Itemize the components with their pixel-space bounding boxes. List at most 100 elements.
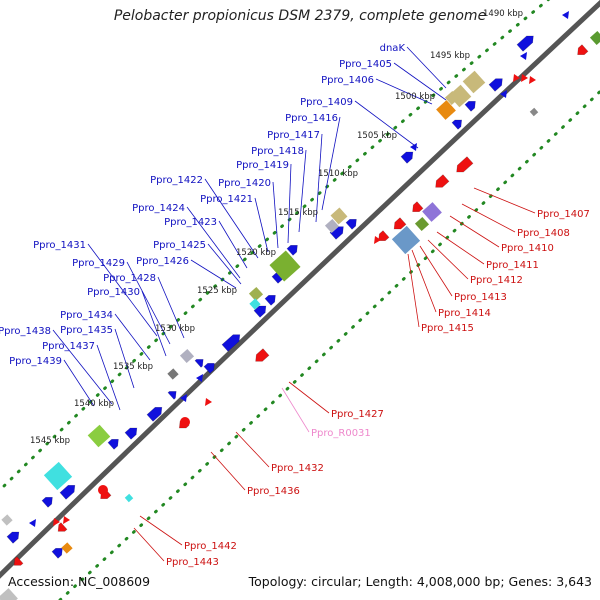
forward-cds-arrow bbox=[203, 363, 215, 374]
kbp-tick-label: 1520 kbp bbox=[236, 248, 276, 258]
reverse-cds-arrow bbox=[63, 516, 70, 524]
forward-gene-leader bbox=[141, 290, 167, 357]
forward-gene-leader bbox=[63, 359, 95, 407]
forward-gene-label: Ppro_1420 bbox=[218, 178, 271, 189]
reverse-gene-label: Ppro_1443 bbox=[166, 557, 219, 568]
reverse-gene-leader bbox=[419, 245, 453, 297]
reverse-gene-leader bbox=[461, 203, 516, 233]
forward-gene-leader bbox=[375, 78, 433, 105]
forward-cds-arrow bbox=[167, 391, 177, 400]
kbp-tick-label: 1535 kbp bbox=[113, 362, 153, 372]
gene-category-block bbox=[87, 424, 111, 448]
forward-gene-label: Ppro_1438 bbox=[0, 326, 51, 337]
reverse-gene-label: Ppro_1427 bbox=[331, 409, 384, 420]
forward-cds-arrow bbox=[180, 394, 187, 402]
forward-gene-leader bbox=[52, 329, 113, 405]
rna-gene-leader bbox=[281, 387, 310, 433]
forward-gene-label: Ppro_1409 bbox=[300, 97, 353, 108]
forward-gene-leader bbox=[287, 163, 292, 244]
reverse-cds-arrow bbox=[255, 348, 270, 362]
reverse-cds-arrow bbox=[521, 74, 528, 82]
forward-gene-label: Ppro_1423 bbox=[164, 217, 217, 228]
forward-gene-label: Ppro_1418 bbox=[251, 146, 304, 157]
reverse-gene-label: Ppro_1436 bbox=[247, 486, 300, 497]
reverse-gene-leader bbox=[139, 515, 183, 546]
forward-cds-arrow bbox=[146, 406, 163, 422]
forward-gene-label: dnaK bbox=[380, 43, 406, 54]
kbp-tick-label: 1530 kbp bbox=[155, 324, 195, 334]
accession-text: Accession: NC_008609 bbox=[8, 574, 151, 589]
reverse-gene-leader bbox=[210, 451, 246, 491]
forward-gene-leader bbox=[406, 46, 447, 89]
forward-gene-leader bbox=[321, 116, 341, 211]
forward-gene-label: Ppro_1430 bbox=[87, 287, 140, 298]
reverse-cds-arrow bbox=[577, 44, 589, 55]
reverse-cds-arrow bbox=[374, 236, 381, 244]
forward-gene-label: Ppro_1437 bbox=[42, 341, 95, 352]
forward-gene-leader bbox=[96, 344, 121, 411]
kbp-tick-label: 1545 kbp bbox=[30, 436, 70, 446]
gene-category-block bbox=[269, 250, 301, 282]
gene-category-block bbox=[324, 218, 340, 234]
forward-cds-arrow bbox=[107, 439, 119, 450]
gene-category-block bbox=[0, 588, 18, 600]
gene-category-block bbox=[462, 70, 486, 94]
gene-category-block bbox=[414, 216, 430, 232]
reverse-gene-leader bbox=[407, 253, 420, 328]
reverse-gene-label: Ppro_1415 bbox=[421, 323, 474, 334]
forward-gene-label: Ppro_1405 bbox=[339, 59, 392, 70]
forward-cds-arrow bbox=[196, 374, 203, 382]
gene-category-block bbox=[43, 461, 73, 491]
forward-cds-arrow bbox=[562, 11, 569, 19]
forward-gene-leader bbox=[87, 243, 158, 337]
kbp-tick-label: 1490 kbp bbox=[483, 9, 523, 19]
forward-cds-arrow bbox=[451, 119, 463, 130]
forward-cds-arrow bbox=[51, 548, 63, 559]
forward-gene-label: Ppro_1428 bbox=[103, 273, 156, 284]
forward-gene-label: Ppro_1439 bbox=[9, 356, 62, 367]
forward-gene-leader bbox=[114, 313, 151, 361]
reverse-cds-arrow bbox=[98, 485, 108, 495]
forward-cds-arrow bbox=[264, 295, 276, 306]
reverse-cds-arrow bbox=[513, 74, 520, 82]
forward-cds-arrow bbox=[253, 305, 267, 318]
forward-gene-leader bbox=[186, 206, 241, 279]
forward-gene-leader bbox=[157, 276, 185, 339]
forward-cds-arrow bbox=[516, 35, 534, 52]
gene-category-block bbox=[529, 107, 539, 117]
kbp-tick-label: 1525 kbp bbox=[197, 286, 237, 296]
forward-gene-label: Ppro_1417 bbox=[267, 130, 320, 141]
reverse-cds-arrow bbox=[57, 522, 68, 532]
reverse-gene-label: Ppro_1411 bbox=[486, 260, 539, 271]
forward-cds-arrow bbox=[124, 427, 138, 440]
forward-gene-leader bbox=[114, 328, 135, 389]
forward-gene-label: Ppro_1422 bbox=[150, 175, 203, 186]
reverse-gene-leader bbox=[436, 231, 485, 265]
kbp-tick-label: 1515 kbp bbox=[278, 208, 318, 218]
forward-gene-leader bbox=[126, 261, 171, 345]
forward-gene-leader bbox=[393, 62, 447, 101]
reverse-cds-arrow bbox=[456, 156, 474, 173]
reverse-cds-arrow bbox=[412, 201, 424, 212]
gene-category-block bbox=[61, 542, 73, 554]
forward-gene-leader bbox=[207, 243, 242, 285]
reverse-gene-label: Ppro_1410 bbox=[501, 243, 554, 254]
reverse-gene-leader bbox=[473, 187, 536, 214]
forward-gene-leader bbox=[272, 181, 279, 249]
forward-cds-arrow bbox=[410, 143, 417, 151]
genome-backbone bbox=[0, 0, 600, 579]
reverse-gene-leader bbox=[133, 527, 165, 562]
kbp-tick-label: 1505 kbp bbox=[357, 131, 397, 141]
reverse-cds-arrow bbox=[435, 174, 450, 188]
reverse-gene-leader bbox=[411, 249, 437, 313]
map-title: Pelobacter propionicus DSM 2379, complet… bbox=[113, 8, 487, 24]
forward-gene-label: Ppro_1435 bbox=[60, 325, 113, 336]
gene-category-block bbox=[248, 286, 264, 302]
reverse-gene-leader bbox=[449, 215, 500, 248]
forward-gene-leader bbox=[354, 100, 419, 149]
forward-cds-arrow bbox=[500, 90, 507, 98]
reverse-cds-arrow bbox=[180, 417, 190, 427]
reverse-gene-label: Ppro_1412 bbox=[470, 275, 523, 286]
